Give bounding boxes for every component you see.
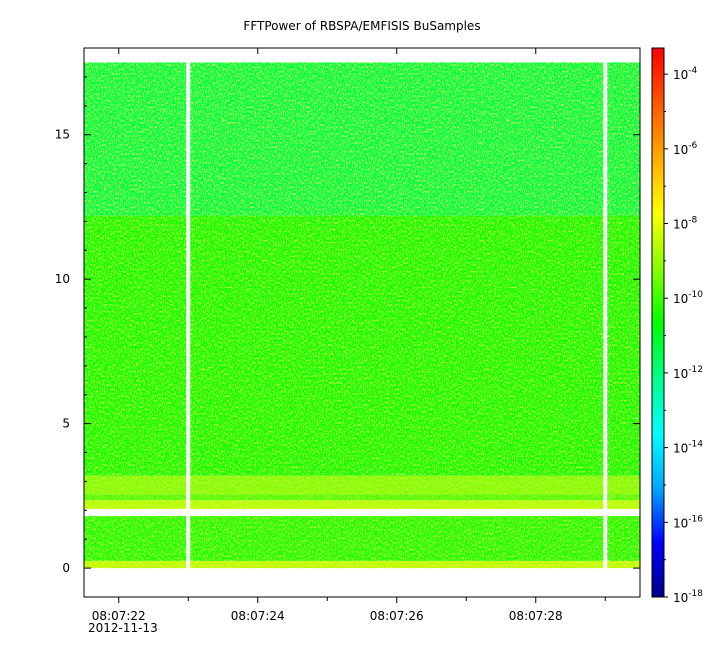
- x-tick-label: 08:07:28: [509, 609, 563, 623]
- y-tick-label: 15: [55, 128, 70, 142]
- y-tick-label: 10: [55, 272, 70, 286]
- spectrogram-band-4: [84, 475, 640, 495]
- colorbar-tick-label: 10-14: [673, 440, 703, 456]
- spectrogram-band-0: [84, 560, 640, 569]
- spectrogram-band-3: [84, 494, 640, 501]
- x-tick-label: 08:07:24: [231, 609, 285, 623]
- colorbar-tick-label: 10-18: [673, 589, 703, 605]
- colorbar-tick-label: 10-4: [673, 66, 698, 82]
- colorbar-tick-label: 10-6: [673, 141, 698, 157]
- x-date-label: 2012-11-13: [88, 621, 158, 635]
- data-gaps: [186, 62, 608, 570]
- colorbar-tick-label: 10-10: [673, 290, 703, 306]
- colorbar-gradient: [651, 47, 665, 598]
- spectrogram-band-6: [84, 62, 640, 216]
- spectrogram-band-1: [84, 516, 640, 561]
- colorbar: 10-4 10-6 10-8 10-10 10-12 10-14 10-16 10-18: [651, 47, 703, 605]
- spectrogram-band-5: [84, 215, 640, 476]
- x-tick-label: 08:07:22: [92, 609, 146, 623]
- spectrogram-band-2: [84, 500, 640, 509]
- spectrogram-plot-area: [84, 62, 640, 569]
- y-tick-label: 5: [62, 417, 70, 431]
- x-tick-label: 08:07:26: [370, 609, 424, 623]
- x-axis: 08:07:22 08:07:24 08:07:26 08:07:28: [92, 48, 606, 623]
- chart-title: FFTPower of RBSPA/EMFISIS BuSamples: [243, 19, 480, 33]
- y-axis: 0 5 10 15: [55, 76, 640, 575]
- colorbar-tick-label: 10-8: [673, 216, 698, 232]
- plot-frame: [83, 47, 641, 598]
- y-tick-label: 0: [62, 561, 70, 575]
- colorbar-tick-label: 10-12: [673, 365, 703, 381]
- colorbar-tick-label: 10-16: [673, 514, 703, 530]
- data-gap-1: [603, 62, 608, 570]
- data-gap-0: [186, 62, 191, 570]
